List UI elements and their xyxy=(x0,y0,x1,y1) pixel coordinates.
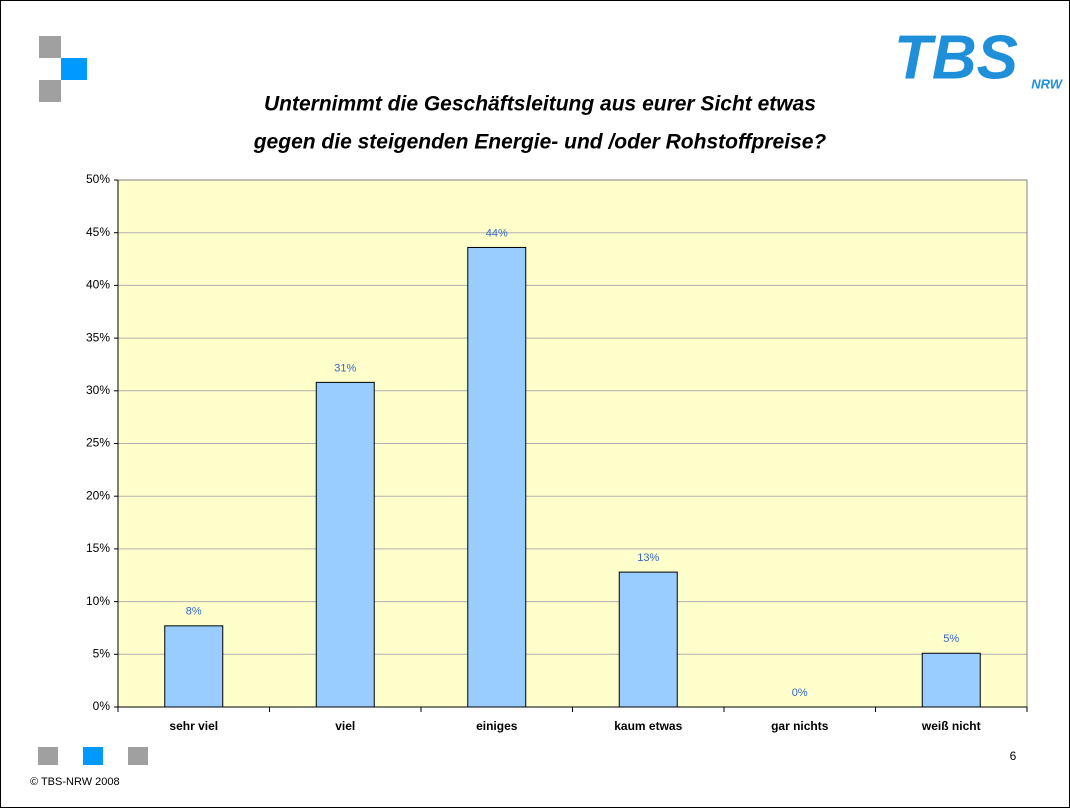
y-tick-label: 5% xyxy=(93,646,111,660)
chart-title: Unternimmt die Geschäftsleitung aus eure… xyxy=(264,93,816,116)
bar xyxy=(618,571,678,708)
y-tick-label: 35% xyxy=(86,330,110,344)
y-tick-label: 25% xyxy=(86,436,110,450)
data-label: 44% xyxy=(486,227,508,239)
y-tick-label: 10% xyxy=(86,594,110,608)
chart-title: gegen die steigenden Energie- und /oder … xyxy=(253,131,827,154)
x-tick-label: viel xyxy=(335,719,355,733)
y-tick-label: 0% xyxy=(93,699,111,713)
page-number: 6 xyxy=(1010,749,1017,763)
data-label: 8% xyxy=(186,606,202,618)
x-tick-label: gar nichts xyxy=(771,719,829,733)
bar xyxy=(164,625,224,708)
data-label: 31% xyxy=(334,362,356,374)
footer: © TBS-NRW 2008 xyxy=(30,776,120,788)
deco-square xyxy=(39,36,61,58)
logo-sub: NRW xyxy=(1031,76,1064,91)
y-tick-label: 45% xyxy=(86,225,110,239)
deco-square xyxy=(83,747,103,765)
x-tick-label: sehr viel xyxy=(169,719,218,733)
logo: TBS xyxy=(894,23,1018,92)
data-label: 5% xyxy=(943,633,959,645)
deco-square xyxy=(39,80,61,102)
y-tick-label: 40% xyxy=(86,278,110,292)
y-tick-label: 20% xyxy=(86,488,110,502)
x-tick-label: kaum etwas xyxy=(614,719,682,733)
deco-square xyxy=(38,747,58,765)
x-tick-label: einiges xyxy=(476,719,518,733)
deco-square xyxy=(128,747,148,765)
bar xyxy=(921,652,981,708)
deco-square xyxy=(61,58,87,80)
data-label: 13% xyxy=(637,552,659,564)
y-tick-label: 15% xyxy=(86,541,110,555)
y-tick-label: 50% xyxy=(86,172,110,186)
x-tick-label: weiß nicht xyxy=(921,719,981,733)
y-tick-label: 30% xyxy=(86,383,110,397)
bar xyxy=(315,381,375,708)
data-label: 0% xyxy=(792,687,808,699)
bar xyxy=(467,246,527,708)
